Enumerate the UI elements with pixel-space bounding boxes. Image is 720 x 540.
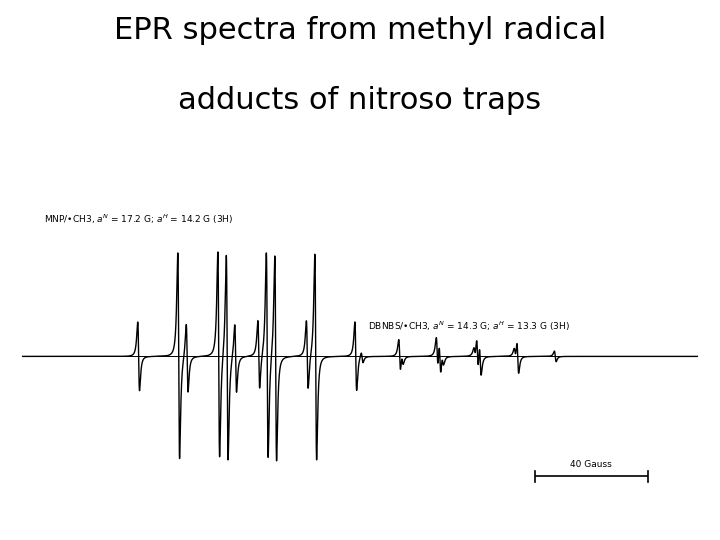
Text: MNP/•CH3, $a^{N}$ = 17.2 G; $a^{H}$ = 14.2 G (3H): MNP/•CH3, $a^{N}$ = 17.2 G; $a^{H}$ = 14…	[44, 212, 233, 226]
Text: 40 Gauss: 40 Gauss	[570, 460, 612, 469]
Text: EPR spectra from methyl radical: EPR spectra from methyl radical	[114, 16, 606, 45]
Text: DBNBS/•CH3, $a^{N}$ = 14.3 G; $a^{H}$ = 13.3 G (3H): DBNBS/•CH3, $a^{N}$ = 14.3 G; $a^{H}$ = …	[369, 320, 570, 333]
Text: adducts of nitroso traps: adducts of nitroso traps	[179, 86, 541, 116]
